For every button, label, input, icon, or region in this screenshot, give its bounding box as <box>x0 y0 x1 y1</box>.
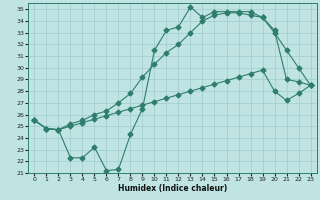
X-axis label: Humidex (Indice chaleur): Humidex (Indice chaleur) <box>118 184 227 193</box>
